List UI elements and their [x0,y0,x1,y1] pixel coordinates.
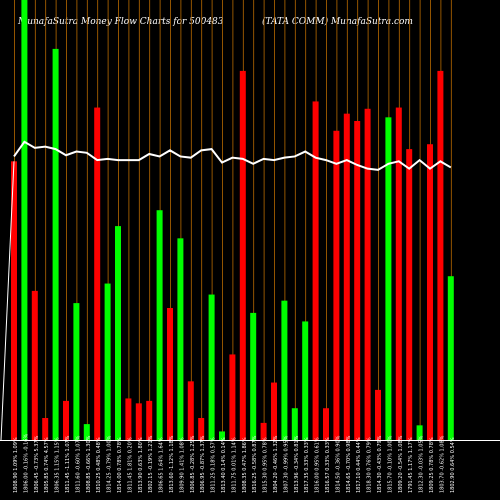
money-flow-bar [156,210,163,440]
x-tick-label: 1814.50 -0.36% 0.90% [335,435,341,493]
money-flow-bar [11,161,17,441]
bar-layer [11,0,454,441]
line-layer [0,140,452,441]
money-flow-bar [219,431,225,440]
money-flow-bar [354,121,361,440]
money-flow-bar [42,418,49,440]
x-tick-label: 1812.30 -0.03% 1.05% [419,435,425,493]
money-flow-bar [375,389,381,440]
money-flow-bar [385,117,392,440]
x-tick-label: 1811.75 0.01% 1.14% [231,437,237,493]
money-flow-bar [21,0,28,440]
x-tick-label: 1808.90 1.09% 1.09% [13,437,19,493]
money-flow-bar [291,408,298,440]
money-flow-bar [281,300,288,440]
x-tick-label: 1807.30 -0.99% 0.95% [283,435,289,493]
x-tick-label: 1806.35 1.15% 1.15% [55,437,61,493]
x-tick-label: 1814.65 -0.70% 0.98% [346,435,352,493]
money-flow-bar [135,403,142,440]
x-tick-label: 1806.00 -0.16% -0.16% [23,434,29,493]
money-flow-bar [427,144,433,440]
money-flow-bar [437,70,444,440]
money-flow-bar [208,294,215,440]
x-tick-label: 1817.10 0.44% 0.44% [356,437,362,493]
money-flow-bar [239,70,246,440]
x-tick-label: 1816.00 0.95% 0.61% [315,437,321,493]
x-tick-label: 1806.85 -0.28% 1.25% [190,435,196,493]
x-tick-label: 1802.90 0.64% 0.54% [450,437,456,493]
money-flow-bar [125,398,132,440]
money-flow-bar [31,290,38,440]
x-tick-label: 1804.20 -0.46% 1.32% [273,435,279,493]
money-flow-bar [416,425,423,440]
money-flow-bar [395,107,402,441]
money-flow-bar [83,424,90,440]
x-tick-label: 1802.15 -0.19% 1.21% [148,435,154,493]
x-tick-label: 1811.25 0.18% 0.57% [211,437,217,493]
money-flow-bar [323,408,329,440]
money-flow-bar [271,382,277,440]
x-tick-label: 1813.60 -1.12% 1.18% [169,435,175,493]
money-flow-bar [104,283,111,440]
money-flow-bar [167,308,173,440]
x-tick-label: 1810.25 0.48% 0.48% [96,437,102,493]
money-flow-bar [260,422,267,440]
x-tick-label: 1806.95 -0.87% 1.37% [200,435,206,493]
x-tick-label: 1816.25 -0.58% 0.87% [252,435,258,493]
money-flow-bar [343,113,350,441]
x-tick-label: 1814.30 -0.43% 0.79% [377,435,383,493]
x-tick-label: 1806.45 -0.73% 5.37% [34,435,40,493]
money-flow-bar [447,276,454,440]
x-tick-label: 1811.45 -1.11% 1.07% [65,435,71,493]
money-flow-bar [333,130,340,440]
chart-subtitle: (TATA COMM) MunafaSutra.com [262,17,413,27]
x-tick-label: 1806.65 1.64% 1.64% [159,437,165,493]
money-flow-bar [312,101,319,440]
x-tick-label: 1809.25 0.78% 0.78% [429,437,435,493]
money-flow-bar [364,108,371,441]
x-tick-label: 1811.45 1.81% 0.20% [127,437,133,493]
money-flow-bar [406,149,413,440]
money-flow-bar [177,238,184,440]
x-tick-label: 1817.35 0.33% 0.33% [304,437,310,493]
x-tick-label: 1815.70 -0.10% 1.00% [387,435,393,493]
x-tick-label: 1808.85 -0.66% 1.30% [86,435,92,493]
x-tick-label: 1811.60 -0.60% 1.07% [75,435,81,493]
x-tick-label: 1813.96 -0.34% 0.81% [294,435,300,493]
x-tick-label: 1803.70 -0.62% 1.08% [439,435,445,493]
chart-title: MunafaSutra Money Flow Charts for 500483 [18,17,224,27]
x-tick-label: 1818.30 0.76% 0.79% [367,437,373,493]
x-tick-labels: 1808.90 1.09% 1.09% 1806.00 -0.16% -0.16%… [13,434,456,493]
money-flow-bar [250,312,257,440]
money-flow-bar [63,400,69,440]
x-tick-label: 1814.00 0.78% 0.78% [117,437,123,493]
money-flow-line-start [0,161,15,441]
x-tick-label: 1813.40 0.14% 0.14% [221,437,227,493]
money-flow-line [13,140,452,171]
x-tick-label: 1816.57 0.33% 0.33% [325,437,331,493]
money-flow-bar [73,303,80,440]
x-tick-label: 1809.90 1.41% 1.08% [179,437,185,493]
x-tick-label: 1808.35 0.47% 1.86% [242,437,248,493]
money-flow-bar [52,48,59,441]
x-tick-label: 1805.85 0.74% 4.57% [44,437,50,493]
x-tick-label: 1809.20 -0.54% 1.08% [398,435,404,493]
x-tick-label: 1791.45 1.17% 1.17% [408,437,414,493]
money-flow-bar [146,400,153,440]
money-flow-bar [187,381,194,440]
money-flow-bar [115,226,121,440]
x-tick-label: 1814.25 -0.79% 1.00% [107,435,113,493]
money-flow-bar [198,418,205,440]
x-tick-label: 1813.90 0.63% 1.80% [138,437,144,493]
x-tick-label: 1815.30 0.95% 0.78% [263,437,269,493]
money-flow-bar [229,354,236,440]
money-flow-bar [302,321,309,440]
money-flow-bar [94,107,101,441]
